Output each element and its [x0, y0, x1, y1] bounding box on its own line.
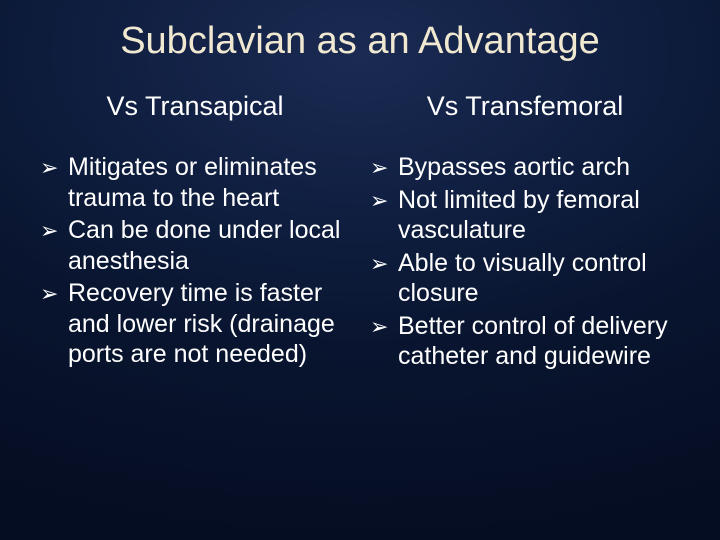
list-item: Can be done under local anesthesia [40, 215, 350, 276]
column-right: Vs Transfemoral Bypasses aortic arch Not… [370, 91, 680, 510]
list-item: Recovery time is faster and lower risk (… [40, 278, 350, 370]
right-bullets: Bypasses aortic arch Not limited by femo… [370, 152, 680, 374]
list-item: Not limited by femoral vasculature [370, 185, 680, 246]
column-left: Vs Transapical Mitigates or eliminates t… [40, 91, 350, 510]
list-item: Better control of delivery catheter and … [370, 311, 680, 372]
columns: Vs Transapical Mitigates or eliminates t… [40, 91, 680, 510]
left-heading: Vs Transapical [40, 91, 350, 122]
list-item: Able to visually control closure [370, 248, 680, 309]
slide: Subclavian as an Advantage Vs Transapica… [0, 0, 720, 540]
list-item: Mitigates or eliminates trauma to the he… [40, 152, 350, 213]
slide-title: Subclavian as an Advantage [40, 20, 680, 63]
left-bullets: Mitigates or eliminates trauma to the he… [40, 152, 350, 372]
right-heading: Vs Transfemoral [370, 91, 680, 122]
list-item: Bypasses aortic arch [370, 152, 680, 183]
